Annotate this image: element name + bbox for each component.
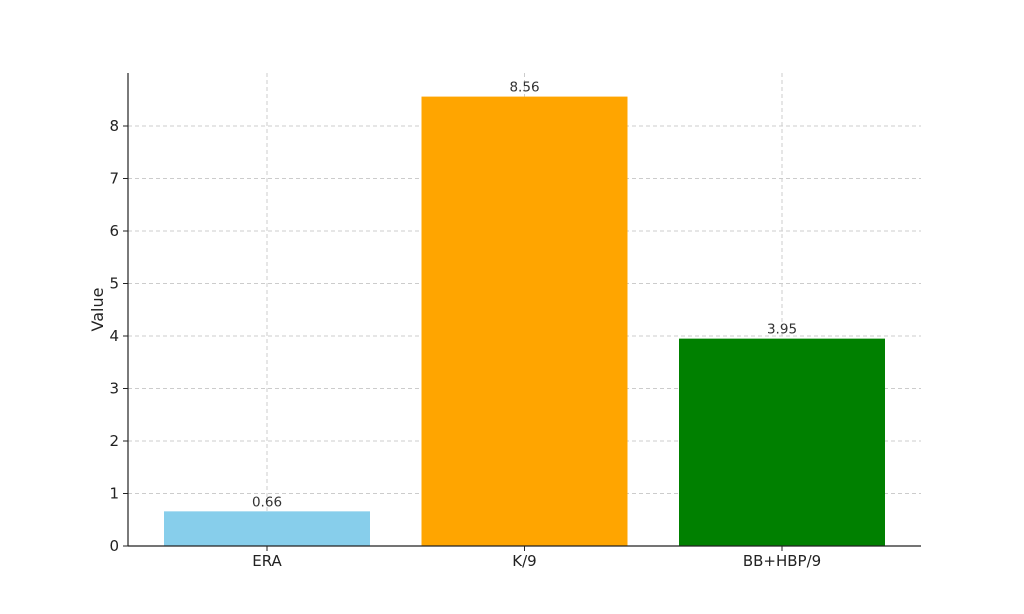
bar-k-9 (421, 96, 628, 546)
y-tick-label: 4 (109, 327, 119, 345)
x-tick-label: ERA (252, 552, 282, 570)
tick-labels: 0 1 2 3 4 5 6 7 8 ERA K/9 BB+HBP/9 (109, 117, 821, 570)
y-tick-label: 1 (109, 485, 119, 503)
bar-bb-hbp-9 (679, 338, 885, 546)
data-label: 3.95 (767, 322, 797, 338)
y-tick-label: 0 (109, 537, 119, 555)
y-tick-label: 7 (109, 170, 119, 188)
data-labels: 0.66 8.56 3.95 (252, 80, 797, 511)
x-tick-label: BB+HBP/9 (743, 552, 821, 570)
bar-era (164, 511, 370, 546)
y-axis-title: Value (88, 288, 107, 332)
y-tick-label: 2 (109, 432, 119, 450)
data-label: 8.56 (509, 80, 539, 96)
y-tick-label: 8 (109, 117, 119, 135)
data-label: 0.66 (252, 494, 282, 510)
bars (164, 96, 885, 546)
axes (123, 73, 921, 551)
y-tick-label: 5 (109, 275, 119, 293)
x-tick-label: K/9 (512, 552, 536, 570)
y-tick-label: 3 (109, 380, 119, 398)
y-tick-label: 6 (109, 222, 119, 240)
